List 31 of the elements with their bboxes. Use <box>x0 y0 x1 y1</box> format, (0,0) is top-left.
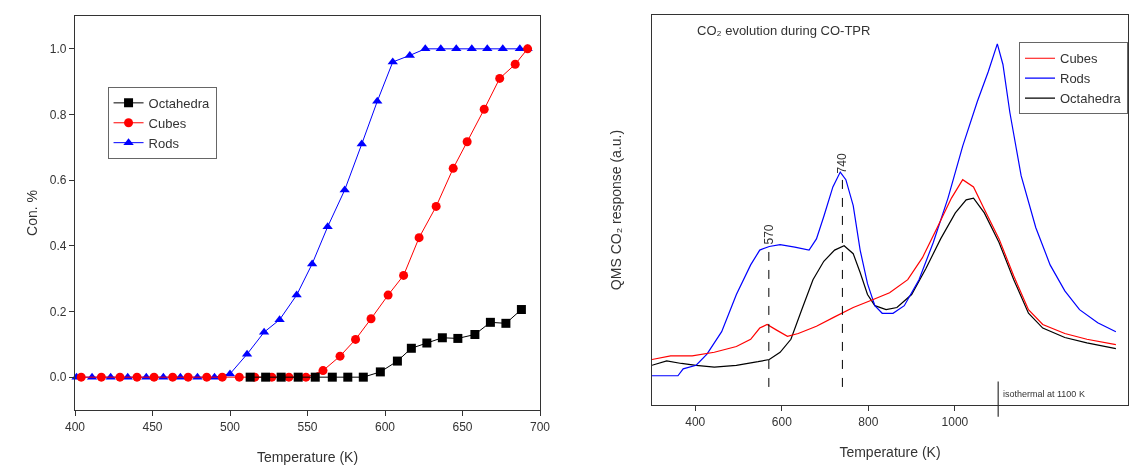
x-tick-label: 500 <box>219 419 241 434</box>
ref-line-label: isothermal at 1100 K <box>1003 389 1085 399</box>
y-tick-label: 0.0 <box>49 370 67 385</box>
x-axis-title: Temperature (K) <box>839 444 941 461</box>
legend-label: Cubes <box>1060 51 1099 67</box>
x-tick-label: 450 <box>142 419 163 434</box>
legend-label: Rods <box>148 135 180 151</box>
y-tick-label: 0.6 <box>49 173 67 188</box>
y-tick-label: 0.2 <box>49 304 67 319</box>
x-tick-label: 550 <box>297 419 318 434</box>
x-tick-label: 800 <box>858 414 879 429</box>
y-axis-title: QMS CO₂ response (a.u.) <box>607 129 624 291</box>
y-axis-title: Con. % <box>23 190 40 236</box>
legend-label: Octahedra <box>1060 91 1122 107</box>
x-tick-label: 1000 <box>941 414 969 429</box>
legend-label: Octahedra <box>148 95 211 111</box>
ref-line-label: 740 <box>835 153 850 174</box>
x-tick-label: 600 <box>374 419 396 434</box>
y-tick-label: 1.0 <box>49 42 67 57</box>
legend-label: Cubes <box>148 115 187 131</box>
x-axis-title: Temperature (K) <box>256 449 359 466</box>
chart-title: CO₂ evolution during CO-TPR <box>697 23 871 38</box>
x-tick-label: 400 <box>64 419 86 434</box>
x-tick-label: 650 <box>452 419 473 434</box>
x-tick-label: 400 <box>685 414 706 429</box>
x-tick-label: 600 <box>771 414 793 429</box>
y-tick-label: 0.8 <box>49 107 67 122</box>
y-tick-label: 0.4 <box>49 239 67 254</box>
legend-label: Rods <box>1060 71 1091 87</box>
ref-line-label: 570 <box>762 224 777 245</box>
x-tick-label: 700 <box>529 419 551 434</box>
